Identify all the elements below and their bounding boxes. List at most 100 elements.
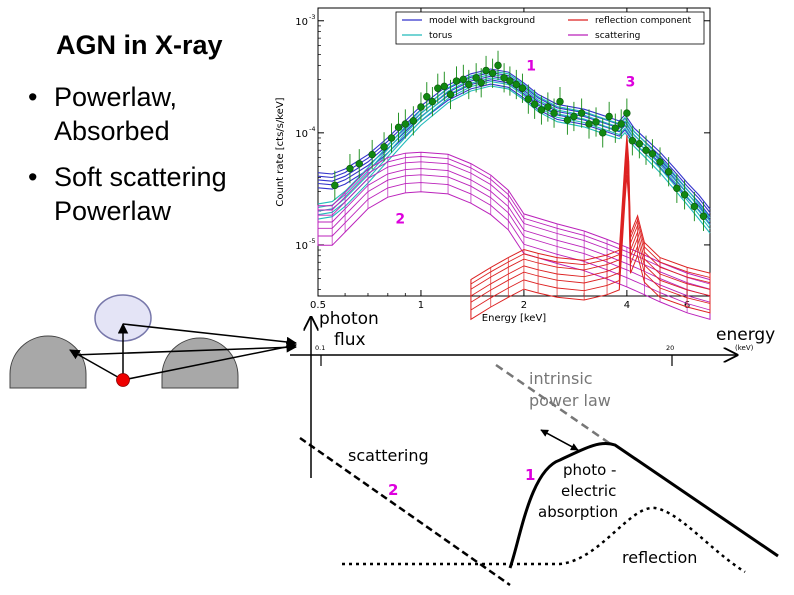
- data-point: [506, 77, 514, 85]
- torus-line: [317, 73, 711, 222]
- data-point: [394, 123, 403, 132]
- annotation-marker: 2: [395, 212, 405, 228]
- torus-line: [317, 70, 711, 219]
- data-point: [577, 109, 586, 117]
- plot-area: [317, 7, 711, 297]
- data-point: [417, 103, 425, 111]
- bullet-list: • Powerlaw, Absorbed • Soft scattering P…: [28, 80, 284, 240]
- slide-title: AGN in X-ray: [56, 30, 223, 60]
- bullet-dot-icon: •: [28, 82, 38, 112]
- data-point: [459, 75, 468, 84]
- data-point: [592, 118, 600, 126]
- reflection-component-band-line: [470, 165, 711, 311]
- photo-label-line2: electric: [561, 482, 616, 500]
- x-tick-label: 6: [684, 300, 690, 311]
- bullet-text: Soft scattering Powerlaw: [54, 162, 227, 226]
- ray-to-torus-arrow: [69, 349, 124, 381]
- y-tick-exponent: -5: [309, 237, 315, 245]
- data-point: [611, 124, 619, 132]
- absorbed-power-law-curve: [508, 442, 779, 569]
- scattered-ray-arrow: [122, 323, 298, 348]
- model-with-background-line: [317, 68, 711, 210]
- data-point: [518, 84, 527, 92]
- bullet-item: • Powerlaw, Absorbed: [28, 80, 284, 148]
- reflection-component-band-line: [470, 144, 711, 290]
- data-point: [642, 146, 650, 154]
- legend-label: reflection component: [595, 16, 692, 26]
- data-point: [623, 109, 631, 117]
- annotation-marker: 1: [526, 58, 536, 74]
- data-point: [628, 137, 637, 145]
- intrinsic-label-line2: power law: [529, 391, 611, 410]
- data-point: [570, 112, 578, 121]
- y-tick-exponent: -4: [309, 125, 315, 133]
- torus-left-shape: [9, 335, 87, 389]
- data-point: [368, 150, 376, 159]
- reflection-label: reflection: [622, 548, 697, 567]
- x-tick-label: 4: [624, 300, 630, 311]
- data-point: [387, 134, 396, 142]
- data-point: [512, 80, 520, 89]
- data-point: [472, 74, 480, 82]
- scattering-envelope: [317, 151, 711, 320]
- model-with-background-line: [317, 75, 711, 217]
- energy-axis-label: energy: [716, 325, 775, 345]
- data-point: [355, 160, 363, 168]
- legend-label: torus: [429, 31, 452, 41]
- torus-line: [317, 85, 711, 234]
- data-point: [488, 69, 497, 77]
- y-tick-label: 10: [295, 241, 308, 252]
- scattering-cloud-shape: [94, 294, 152, 342]
- data-point: [500, 74, 508, 82]
- absorption-arrow-down: [540, 429, 579, 451]
- data-point: [635, 139, 644, 148]
- intrinsic-label-line1: intrinsic: [529, 369, 593, 388]
- data-point: [409, 117, 418, 125]
- legend-box: [395, 11, 705, 45]
- reflection-component-band-line: [470, 139, 711, 285]
- energy-axis-unit: (keV): [735, 344, 754, 352]
- bullet-dot-icon: •: [28, 162, 38, 192]
- data-point: [556, 97, 564, 106]
- reflection-component-band-line: [470, 151, 711, 297]
- reflection-curve: [342, 506, 746, 574]
- data-point: [617, 120, 625, 128]
- flux-axis-label-line1: photon: [319, 309, 379, 329]
- model-with-background-line: [317, 83, 711, 225]
- bullet-text: Powerlaw, Absorbed: [54, 82, 178, 146]
- x-axis-label: Energy [keV]: [482, 313, 547, 324]
- model-with-background-line: [317, 79, 711, 221]
- data-point: [656, 158, 664, 166]
- absorption-arrow-up: [540, 429, 579, 451]
- data-point: [664, 168, 673, 176]
- scattering-band-line: [318, 168, 711, 297]
- y-tick-label: 10: [295, 17, 308, 28]
- data-point: [331, 181, 339, 190]
- data-point: [401, 120, 410, 128]
- scattering-curve: [299, 436, 511, 587]
- annotation-marker: 3: [626, 74, 636, 90]
- torus-line: [317, 81, 711, 230]
- data-point: [699, 212, 708, 220]
- torus-line: [317, 77, 711, 226]
- data-point: [524, 95, 533, 103]
- scattering-band-line: [318, 161, 711, 290]
- data-point: [452, 77, 461, 85]
- data-point: [563, 116, 572, 124]
- data-point: [599, 129, 607, 137]
- reflection-component-band-line: [470, 157, 711, 303]
- torus-right-shape: [161, 337, 239, 389]
- data-point: [465, 80, 473, 89]
- data-point: [585, 120, 593, 128]
- legend-label: scattering: [595, 31, 640, 41]
- data-point: [530, 100, 539, 108]
- reflected-ray-arrow: [72, 342, 298, 356]
- tick-left-label: 0.1: [315, 344, 325, 352]
- intrinsic-power-law-curve: [495, 363, 613, 447]
- x-tick-label: 0.5: [310, 300, 326, 311]
- data-point: [446, 90, 455, 99]
- data-point: [346, 164, 354, 173]
- legend-label: model with background: [429, 16, 535, 26]
- scattering-band-line: [318, 182, 711, 311]
- central-source-icon: [116, 373, 130, 387]
